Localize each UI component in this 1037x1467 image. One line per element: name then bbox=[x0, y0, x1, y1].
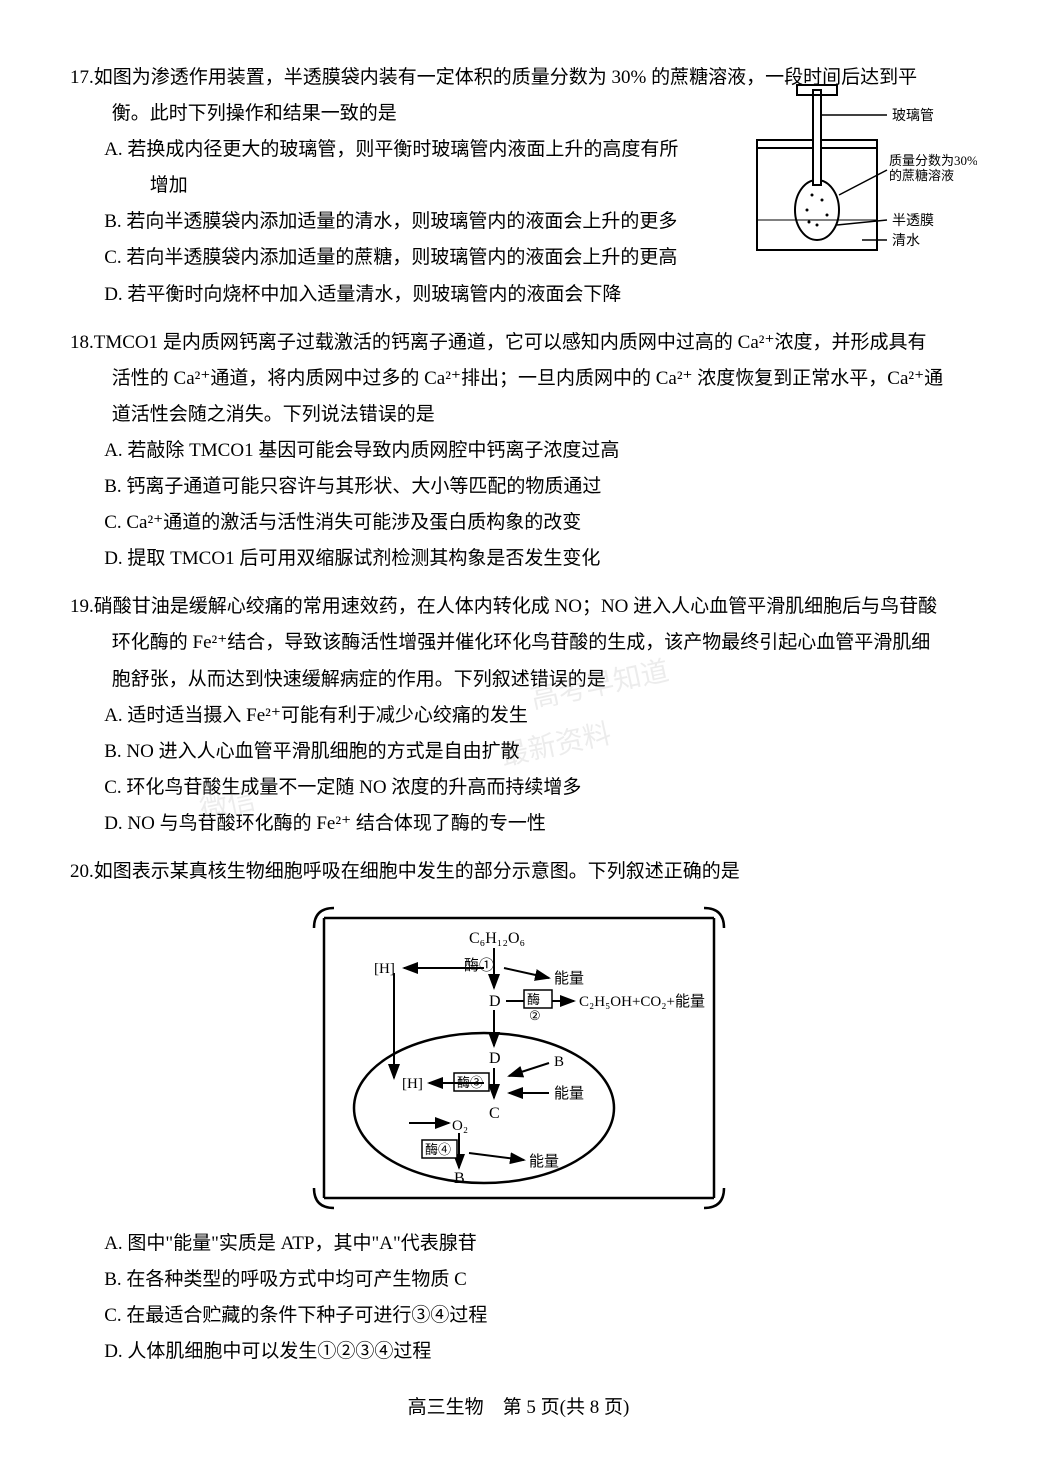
q18-stem-line1: 18.TMCO1 是内质网钙离子过载激活的钙离子通道，它可以感知内质网中过高的 … bbox=[70, 325, 967, 361]
q19-stem1: 硝酸甘油是缓解心绞痛的常用速效药，在人体内转化成 NO；NO 进入人心血管平滑肌… bbox=[94, 596, 937, 617]
page-footer: 高三生物 第 5 页(共 8 页) bbox=[70, 1390, 967, 1426]
label-tube: 玻璃管 bbox=[892, 107, 934, 124]
question-20: 20.如图表示某真核生物细胞呼吸在细胞中发生的部分示意图。下列叙述正确的是 C₆… bbox=[70, 854, 967, 1370]
label-o2: O₂ bbox=[452, 1118, 468, 1134]
label-water: 清水 bbox=[892, 233, 920, 249]
label-energy2: 能量 bbox=[554, 1085, 584, 1102]
label-d1: D bbox=[489, 993, 501, 1010]
q19-number: 19. bbox=[70, 596, 94, 617]
label-d2: D bbox=[489, 1050, 501, 1067]
q18-option-a: A. 若敲除 TMCO1 基因可能会导致内质网腔中钙离子浓度过高 bbox=[70, 433, 967, 469]
q20-option-b: B. 在各种类型的呼吸方式中均可产生物质 C bbox=[70, 1262, 967, 1298]
q18-option-b: B. 钙离子通道可能只容许与其形状、大小等匹配的物质通过 bbox=[70, 469, 967, 505]
label-h2: [H] bbox=[402, 1076, 423, 1092]
q17-number: 17. bbox=[70, 67, 94, 88]
label-enz4: 酶④ bbox=[425, 1142, 451, 1157]
label-sol1: 质量分数为30% bbox=[889, 153, 977, 168]
respiration-diagram: C₆H₁₂O₆ 酶① [H] 能量 D 酶 ② C₂H₅OH+CO₂+能量 D … bbox=[294, 898, 744, 1218]
label-enz2-num: ② bbox=[529, 1008, 541, 1023]
q20-option-d: D. 人体肌细胞中可以发生①②③④过程 bbox=[70, 1334, 967, 1370]
q19-option-c: C. 环化鸟苷酸生成量不一定随 NO 浓度的升高而持续增多 bbox=[70, 770, 967, 806]
q18-stem1: TMCO1 是内质网钙离子过载激活的钙离子通道，它可以感知内质网中过高的 Ca²… bbox=[94, 332, 927, 353]
question-17: 17.如图为渗透作用装置，半透膜袋内装有一定体积的质量分数为 30% 的蔗糖溶液… bbox=[70, 60, 967, 313]
q19-stem2: 环化酶的 Fe²⁺结合，导致该酶活性增强并催化环化鸟苷酸的生成，该产物最终引起心… bbox=[70, 625, 967, 661]
label-energy1: 能量 bbox=[554, 970, 584, 987]
q20-option-c: C. 在最适合贮藏的条件下种子可进行③④过程 bbox=[70, 1298, 967, 1334]
question-19: 19.硝酸甘油是缓解心绞痛的常用速效药，在人体内转化成 NO；NO 进入人心血管… bbox=[70, 589, 967, 842]
label-c: C bbox=[489, 1105, 500, 1122]
label-membrane: 半透膜 bbox=[892, 213, 934, 229]
label-enz2-inner: 酶 bbox=[527, 992, 540, 1007]
q19-option-d: D. NO 与鸟苷酸环化酶的 Fe²⁺ 结合体现了酶的专一性 bbox=[70, 806, 967, 842]
q18-number: 18. bbox=[70, 332, 94, 353]
q20-stem-text: 如图表示某真核生物细胞呼吸在细胞中发生的部分示意图。下列叙述正确的是 bbox=[94, 861, 740, 882]
q19-option-b: B. NO 进入人心血管平滑肌细胞的方式是自由扩散 bbox=[70, 734, 967, 770]
q20-number: 20. bbox=[70, 861, 94, 882]
q17-option-d: D. 若平衡时向烧杯中加入适量清水，则玻璃管内的液面会下降 bbox=[70, 277, 967, 313]
label-sol2: 的蔗糖溶液 bbox=[889, 168, 954, 183]
q18-stem2: 活性的 Ca²⁺通道，将内质网中过多的 Ca²⁺排出；一旦内质网中的 Ca²⁺ … bbox=[70, 361, 967, 397]
q18-option-c: C. Ca²⁺通道的激活与活性消失可能涉及蛋白质构象的改变 bbox=[70, 505, 967, 541]
label-energy3: 能量 bbox=[529, 1153, 559, 1170]
label-glucose: C₆H₁₂O₆ bbox=[469, 930, 525, 947]
q20-option-a: A. 图中"能量"实质是 ATP，其中"A"代表腺苷 bbox=[70, 1226, 967, 1262]
label-h1: [H] bbox=[374, 961, 395, 977]
label-product: C₂H₅OH+CO₂+能量 bbox=[579, 993, 705, 1010]
q20-stem: 20.如图表示某真核生物细胞呼吸在细胞中发生的部分示意图。下列叙述正确的是 bbox=[70, 854, 967, 890]
q19-stem3: 胞舒张，从而达到快速缓解病症的作用。下列叙述错误的是 bbox=[70, 662, 967, 698]
q19-stem-line1: 19.硝酸甘油是缓解心绞痛的常用速效药，在人体内转化成 NO；NO 进入人心血管… bbox=[70, 589, 967, 625]
q18-option-d: D. 提取 TMCO1 后可用双缩脲试剂检测其构象是否发生变化 bbox=[70, 541, 967, 577]
q18-stem3: 道活性会随之消失。下列说法错误的是 bbox=[70, 397, 967, 433]
label-enz1: 酶① bbox=[464, 957, 494, 974]
q19-option-a: A. 适时适当摄入 Fe²⁺可能有利于减少心绞痛的发生 bbox=[70, 698, 967, 734]
label-b2: B bbox=[454, 1170, 465, 1187]
osmosis-diagram: 玻璃管 质量分数为30% 的蔗糖溶液 半透膜 清水 bbox=[747, 80, 977, 260]
label-b1: B bbox=[554, 1054, 564, 1070]
question-18: 18.TMCO1 是内质网钙离子过载激活的钙离子通道，它可以感知内质网中过高的 … bbox=[70, 325, 967, 578]
